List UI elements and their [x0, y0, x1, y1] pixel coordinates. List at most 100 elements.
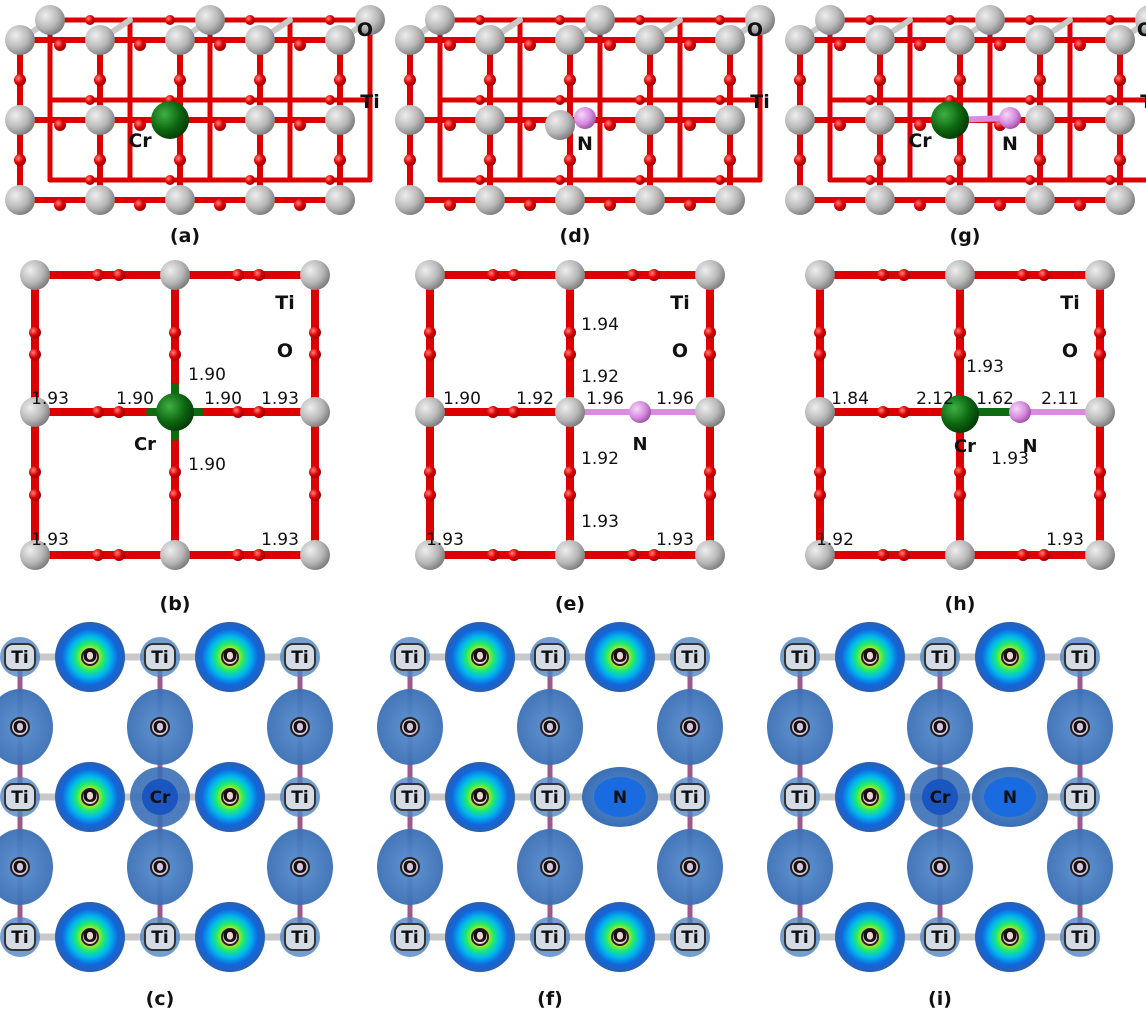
o-atom [945, 175, 955, 185]
o-atom [954, 154, 966, 166]
ti-atom [695, 540, 725, 570]
o-atom [294, 39, 306, 51]
o-label: O [1073, 718, 1087, 738]
ti-atom [165, 25, 195, 55]
ti-atom [945, 25, 975, 55]
o-label: O [153, 858, 167, 878]
ti-atom [284, 643, 316, 671]
o-atom [444, 119, 456, 131]
o-atom [814, 488, 826, 501]
ti-atom [425, 5, 455, 35]
o-atom [471, 788, 489, 806]
ti-atom [545, 110, 575, 140]
o-label: O [473, 647, 487, 667]
ti-label: Ti [681, 648, 698, 668]
bond-length-down: 1.93 [991, 449, 1029, 469]
ti-atom [715, 25, 745, 55]
o-atom [150, 857, 170, 877]
o-atom [309, 488, 321, 501]
ti-atom [865, 185, 895, 215]
o-atom [715, 15, 725, 25]
o-atom [954, 466, 966, 479]
cr-atom [151, 101, 189, 139]
o-atom [1114, 154, 1126, 166]
ti-atom [245, 25, 275, 55]
o-atom [877, 406, 889, 418]
ti-label: Ti [291, 788, 308, 808]
o-atom [444, 199, 456, 211]
o-atom [174, 74, 186, 86]
o-atom [404, 74, 416, 86]
ti-atom [1064, 783, 1096, 811]
bond-length-right-out: 1.93 [261, 389, 299, 409]
bond-length-up: 1.90 [188, 365, 226, 385]
o-atom [794, 154, 806, 166]
o-atom [475, 15, 485, 25]
o-atom [648, 549, 660, 561]
caption-b: (b) [160, 593, 191, 615]
o-label: O [83, 787, 97, 807]
ti-atom [300, 540, 330, 570]
ti-label: Ti [541, 648, 558, 668]
o-atom [555, 15, 565, 25]
o-atom [877, 269, 889, 281]
ti-atom [924, 923, 956, 951]
o-atom [1094, 466, 1106, 479]
n-density-core [594, 777, 646, 817]
cr-density-core [142, 779, 178, 815]
ti-atom [415, 540, 445, 570]
o-atom [325, 15, 335, 25]
ti-atom [245, 105, 275, 135]
o-label: O [747, 19, 763, 41]
bond-length-left-in: 2.12 [916, 389, 954, 409]
ti-label: Ti [670, 292, 689, 314]
ti-atom [144, 923, 176, 951]
o-atom [290, 717, 310, 737]
ti-atom [475, 105, 505, 135]
o-atom [834, 119, 846, 131]
ti-label: Ti [1071, 788, 1088, 808]
o-atom [221, 648, 239, 666]
o-atom [94, 154, 106, 166]
o-atom [475, 175, 485, 185]
ti-label: Ti [11, 788, 28, 808]
o-atom [85, 95, 95, 105]
o-atom [834, 199, 846, 211]
o-label: O [863, 927, 877, 947]
o-atom [92, 269, 104, 281]
o-label: O [223, 647, 237, 667]
o-atom [564, 154, 576, 166]
ti-atom [635, 185, 665, 215]
caption-i: (i) [928, 988, 952, 1010]
ti-atom [394, 643, 426, 671]
o-atom [1074, 119, 1086, 131]
o-atom [1038, 549, 1050, 561]
o-atom [444, 39, 456, 51]
o-atom [294, 199, 306, 211]
n-density-core [984, 777, 1036, 817]
o-atom [914, 119, 926, 131]
o-atom [245, 95, 255, 105]
o-atom [724, 74, 736, 86]
ti-atom [475, 25, 505, 55]
ti-atom [745, 5, 775, 35]
o-atom [564, 488, 576, 501]
o-atom [704, 348, 716, 361]
o-atom [1025, 175, 1035, 185]
cr-label: Cr [930, 788, 951, 808]
o-atom [994, 39, 1006, 51]
o-atom [424, 326, 436, 339]
ti-atom [534, 923, 566, 951]
bond-length-up: 1.92 [581, 367, 619, 387]
n-label: N [577, 133, 593, 155]
o-atom [487, 549, 499, 561]
ti-atom [555, 25, 585, 55]
ti-atom [635, 25, 665, 55]
bond-length-right-in: 1.90 [204, 389, 242, 409]
ti-atom [4, 923, 36, 951]
o-label: O [473, 927, 487, 947]
ti-atom [20, 397, 50, 427]
ti-atom [975, 5, 1005, 35]
ti-atom [85, 105, 115, 135]
o-label: O [293, 858, 307, 878]
